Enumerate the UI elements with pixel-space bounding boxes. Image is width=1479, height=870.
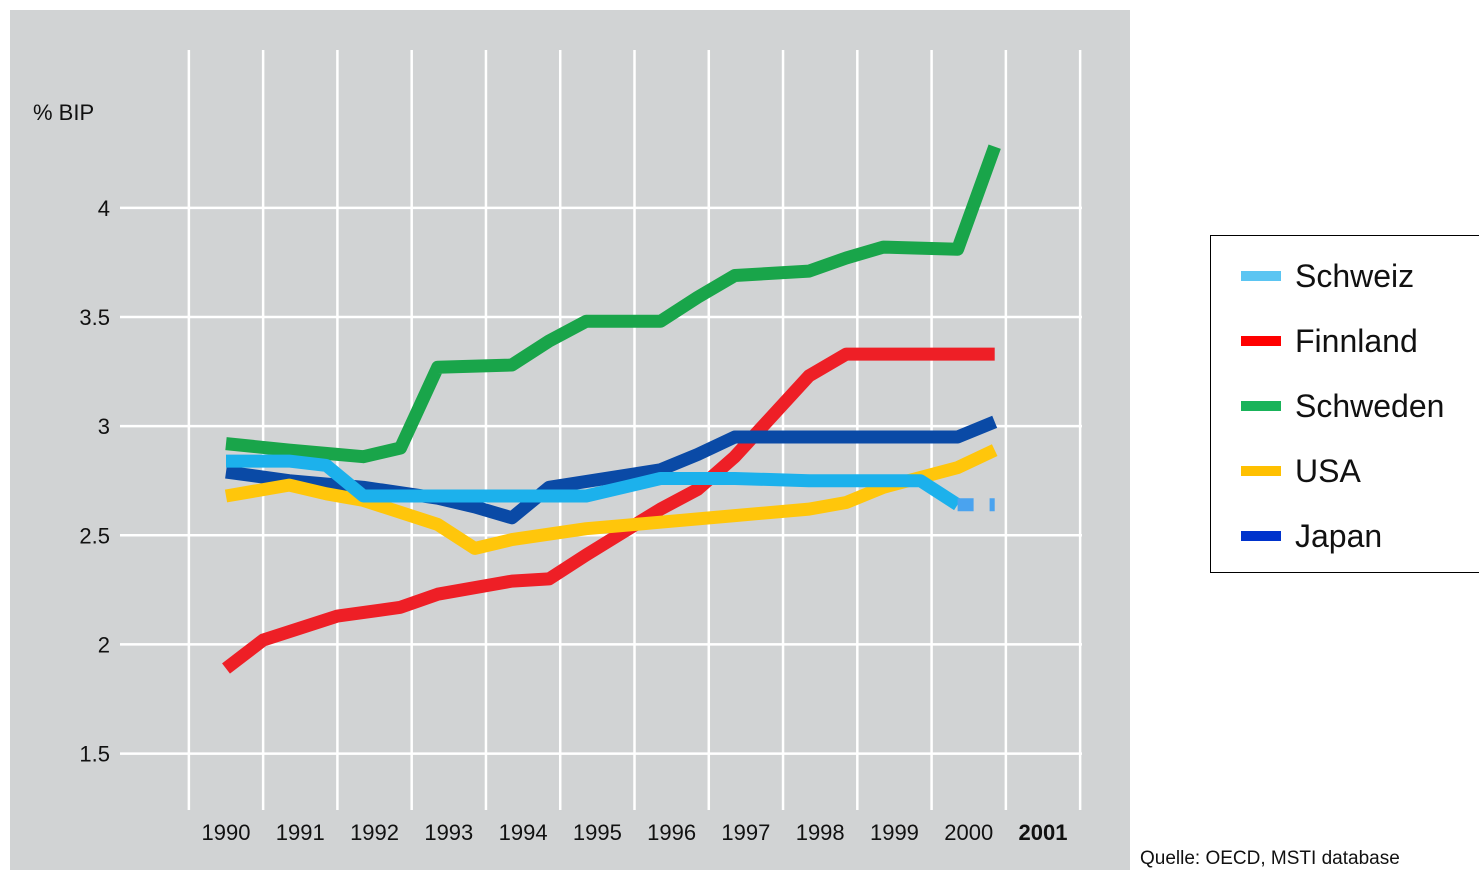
legend-label: Japan <box>1295 517 1383 554</box>
legend-item-japan: Japan <box>1241 511 1382 561</box>
x-tick-label: 1992 <box>350 820 399 845</box>
legend-swatch <box>1241 401 1281 411</box>
x-tick-label: 2001 <box>1019 820 1068 845</box>
legend-swatch <box>1241 531 1281 541</box>
x-tick-label: 1999 <box>870 820 919 845</box>
legend-item-schweden: Schweden <box>1241 381 1444 431</box>
source-note: Quelle: OECD, MSTI database <box>1140 848 1400 869</box>
y-tick-label: 4 <box>98 196 110 221</box>
legend: Schweiz Finnland Schweden USA Japan <box>1210 235 1479 573</box>
y-tick-label: 3 <box>98 414 110 439</box>
y-axis-label: % BIP <box>33 100 94 125</box>
series-group <box>222 144 1001 674</box>
x-tick-label: 1990 <box>202 820 251 845</box>
series-line-japan <box>225 415 998 525</box>
x-axis: 1990 1991 1992 1993 1994 1995 1996 1997 1998 1999… <box>202 820 1068 845</box>
y-tick-label: 3.5 <box>79 305 110 330</box>
y-axis: 1.5 2 2.5 3 3.5 4 <box>79 196 110 767</box>
series-line-schweiz <box>226 454 962 511</box>
legend-item-usa: USA <box>1241 446 1361 496</box>
x-tick-label: 2000 <box>944 820 993 845</box>
x-tick-label: 1997 <box>721 820 770 845</box>
series-line-finnland <box>222 347 995 674</box>
x-tick-label: 1993 <box>424 820 473 845</box>
legend-item-finnland: Finnland <box>1241 316 1418 366</box>
y-tick-label: 2.5 <box>79 523 110 548</box>
legend-swatch <box>1241 336 1281 346</box>
legend-label: Schweiz <box>1295 257 1415 294</box>
legend-swatch <box>1241 466 1281 476</box>
series-line-usa <box>224 444 998 555</box>
x-tick-label: 1991 <box>276 820 325 845</box>
x-tick-label: 1995 <box>573 820 622 845</box>
x-tick-label: 1998 <box>796 820 845 845</box>
y-tick-label: 1.5 <box>79 742 110 767</box>
x-tick-label: 1994 <box>499 820 548 845</box>
legend-swatch <box>1241 271 1281 281</box>
legend-label: Schweden <box>1295 387 1445 424</box>
y-tick-label: 2 <box>98 632 110 657</box>
legend-label: Finnland <box>1295 322 1418 359</box>
grid <box>120 50 1082 810</box>
legend-item-schweiz: Schweiz <box>1241 251 1414 301</box>
series-line-schweden <box>225 144 1001 464</box>
legend-label: USA <box>1295 452 1361 489</box>
x-tick-label: 1996 <box>647 820 696 845</box>
